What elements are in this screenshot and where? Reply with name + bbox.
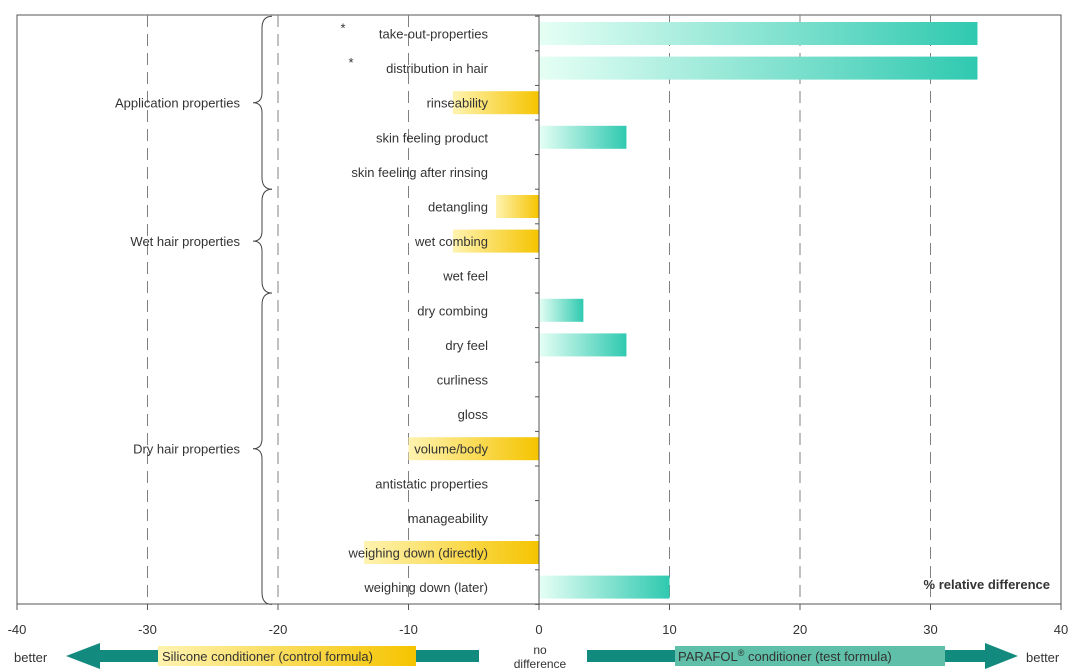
bar [452, 229, 539, 253]
group-brace [252, 188, 273, 294]
category-label: skin feeling after rinsing [351, 165, 488, 180]
bars [364, 22, 978, 599]
bar [452, 91, 539, 115]
significance-marker: * [348, 55, 353, 70]
left-better-label: better [14, 650, 48, 665]
bar [495, 195, 539, 218]
annotation-relative-difference: % relative difference [924, 577, 1050, 592]
no-difference-label-2: difference [514, 657, 567, 670]
category-label: wet combing [414, 234, 488, 249]
category-label: curliness [437, 373, 489, 388]
category-label: skin feeling product [376, 130, 488, 145]
category-label: antistatic properties [375, 476, 488, 491]
category-label: manageability [408, 511, 489, 526]
bar [539, 298, 584, 322]
category-label: volume/body [414, 442, 488, 457]
bar [408, 437, 539, 461]
footer: better Silicone conditioner (control for… [14, 643, 1060, 670]
gridlines [147, 15, 931, 604]
right-label-highlight [675, 646, 945, 666]
bar [539, 125, 627, 149]
category-label: weighing down (directly) [348, 546, 488, 561]
group-labels: Application properties Wet hair propertie… [115, 15, 273, 605]
x-axis-ticks: -40 -30 -20 -10 0 10 20 30 40 [8, 604, 1068, 637]
bar [539, 56, 978, 80]
category-label: detangling [428, 200, 488, 215]
x-tick-label: 40 [1054, 622, 1068, 637]
category-label: distribution in hair [386, 61, 489, 76]
bar [539, 575, 670, 599]
category-label: weighing down (later) [363, 580, 488, 595]
group-label: Dry hair properties [133, 442, 240, 457]
significance-marker: * [340, 21, 345, 36]
left-label-highlight [158, 646, 416, 666]
category-label: gloss [458, 407, 489, 422]
x-tick-label: -10 [399, 622, 418, 637]
x-tick-label: -30 [138, 622, 157, 637]
right-better-label: better [1026, 650, 1060, 665]
category-label: wet feel [442, 269, 488, 284]
group-label: Wet hair properties [130, 234, 240, 249]
bar [364, 541, 539, 564]
right-arrow-head-icon [985, 643, 1018, 669]
x-tick-label: 10 [662, 622, 676, 637]
group-brace [252, 15, 273, 190]
bar [539, 333, 627, 357]
group-brace [252, 292, 273, 605]
left-arrow-head-icon [66, 643, 100, 669]
group-label: Application properties [115, 96, 241, 111]
x-tick-label: 30 [923, 622, 937, 637]
zero-axis [535, 15, 540, 605]
right-formula-label: PARAFOL® conditioner (test formula) [678, 648, 892, 664]
category-label: dry combing [417, 303, 488, 318]
x-tick-label: 20 [793, 622, 807, 637]
no-difference-label-1: no [533, 643, 547, 657]
x-tick-label: -20 [269, 622, 288, 637]
left-formula-label: Silicone conditioner (control formula) [162, 649, 373, 664]
bar [539, 22, 978, 45]
category-label: take-out-properties [379, 27, 489, 42]
x-tick-label: -40 [8, 622, 27, 637]
category-label: rinseability [427, 96, 489, 111]
category-labels: take-out-properties * distribution in hair… [340, 21, 488, 596]
category-label: dry feel [445, 338, 488, 353]
x-tick-label: 0 [535, 622, 542, 637]
